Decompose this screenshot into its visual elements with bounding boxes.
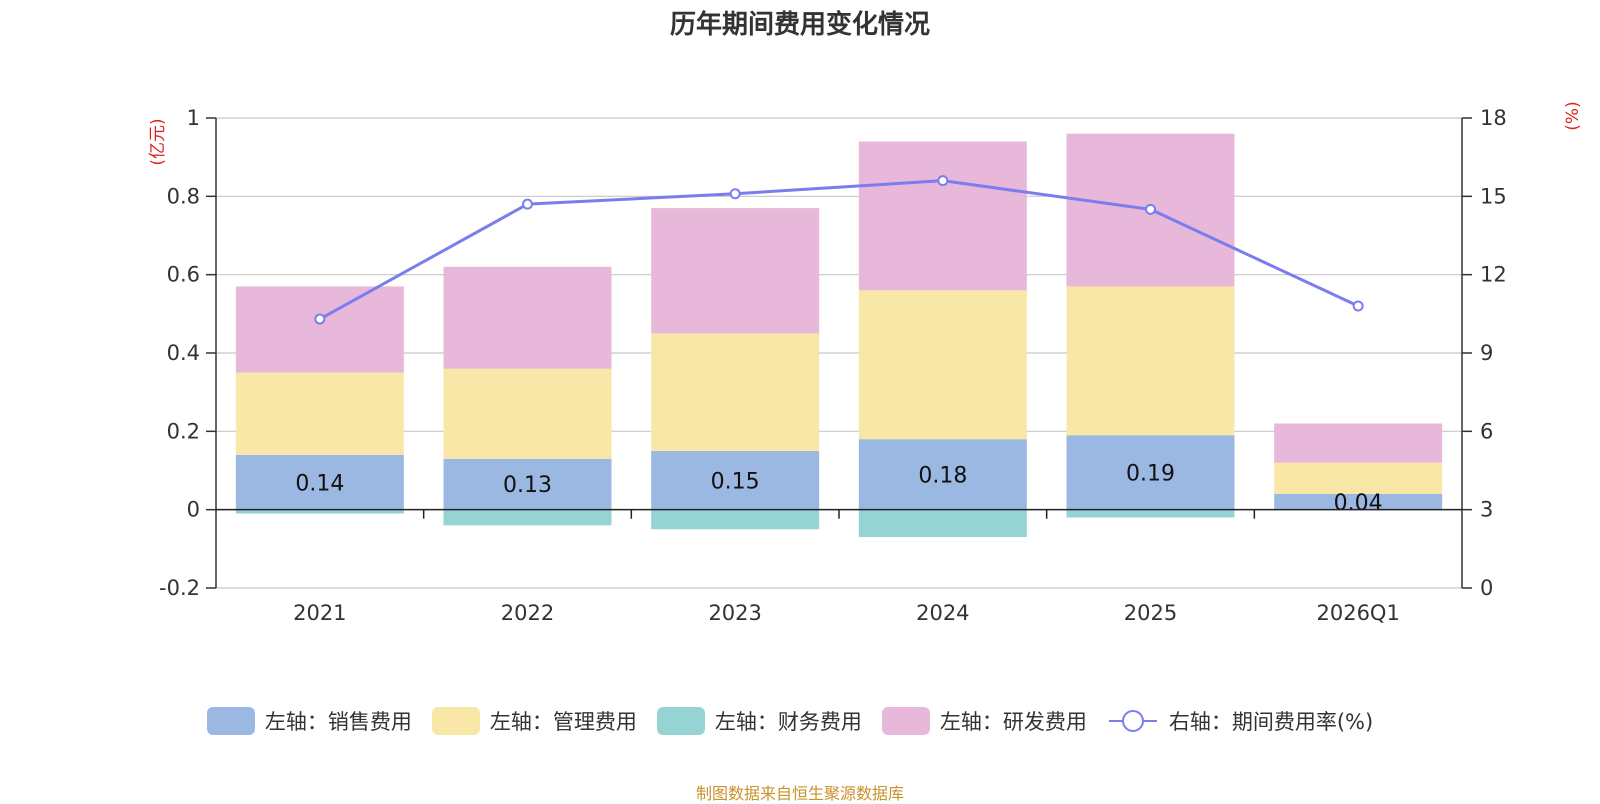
bar-sales-2025	[1066, 435, 1235, 510]
bar-label-sales-2025: 0.19	[1126, 461, 1175, 486]
legend-item-expense-rate[interactable]: 右轴：期间费用率(%)	[1107, 706, 1373, 736]
bar-finance-2021	[235, 509, 404, 514]
left-axis-tick-label-2: 0.2	[167, 419, 200, 443]
bar-finance-2024	[858, 509, 1027, 538]
bar-admin-2022	[443, 368, 612, 459]
bar-label-sales-2022: 0.13	[503, 473, 552, 498]
bar-admin-2024	[858, 290, 1027, 440]
left-axis-tick-label-4: 0.6	[167, 263, 200, 287]
right-axis-unit: (%)	[1563, 101, 1583, 130]
bar-label-sales-2023: 0.15	[711, 469, 760, 494]
line-point-2025	[1145, 203, 1156, 215]
right-axis-tick-label-4: 12	[1480, 263, 1507, 287]
bar-rd-2022	[443, 266, 612, 369]
line-point-2024	[937, 175, 949, 187]
x-axis-label-2022: 2022	[501, 601, 554, 625]
bar-admin-2026Q1	[1274, 462, 1443, 494]
legend-swatch-admin	[431, 707, 480, 735]
legend-label-admin: 左轴：管理费用	[489, 710, 637, 734]
source-footer: 制图数据来自恒生聚源数据库	[695, 784, 904, 803]
legend-item-admin[interactable]: 左轴：管理费用	[431, 706, 637, 736]
legend-label-finance: 左轴：财务费用	[714, 710, 862, 734]
bar-sales-2023	[651, 450, 820, 510]
x-axis-label-2021: 2021	[293, 601, 346, 625]
left-axis-tick-label-6: 1	[187, 106, 200, 130]
legend-label-sales: 左轴：销售费用	[264, 710, 412, 734]
bar-finance-2023	[651, 509, 820, 530]
bar-finance-2025	[1066, 509, 1235, 518]
bar-rd-2023	[651, 208, 820, 334]
right-axis-tick-label-3: 9	[1480, 341, 1493, 365]
bar-label-sales-2026Q1: 0.04	[1334, 491, 1383, 516]
legend-item-sales[interactable]: 左轴：销售费用	[206, 706, 412, 736]
legend-label-rd: 左轴：研发费用	[939, 710, 1087, 734]
legend-item-finance[interactable]: 左轴：财务费用	[656, 706, 862, 736]
bar-admin-2021	[235, 372, 404, 455]
chart-title: 历年期间费用变化情况	[669, 10, 930, 40]
bar-label-sales-2024: 0.18	[918, 463, 967, 488]
legend-item-rd[interactable]: 左轴：研发费用	[881, 706, 1087, 736]
legend-swatch-finance	[656, 707, 705, 735]
legend-swatch-sales	[206, 707, 255, 735]
bar-sales-2024	[858, 439, 1027, 510]
x-axis-label-2024: 2024	[916, 601, 969, 625]
bar-finance-2022	[443, 509, 612, 526]
left-axis-tick-label-5: 0.8	[167, 184, 200, 208]
left-axis-tick-label-3: 0.4	[167, 341, 200, 365]
legend-swatch-rd	[881, 707, 930, 735]
legend-line-marker-icon	[1108, 710, 1157, 732]
line-point-2022	[522, 198, 533, 210]
line-point-2023	[729, 188, 741, 200]
bar-sales-2022	[443, 458, 612, 510]
line-point-2021	[314, 313, 326, 325]
right-axis-tick-label-2: 6	[1480, 419, 1493, 443]
bar-sales-2021	[235, 454, 404, 510]
bar-admin-2025	[1066, 286, 1235, 436]
right-axis-tick-label-0: 0	[1480, 576, 1493, 600]
x-axis-label-2026Q1: 2026Q1	[1316, 601, 1399, 625]
legend: 左轴：销售费用 左轴：管理费用 左轴：财务费用 左轴：研发费用 右轴：期间费用率…	[0, 706, 1600, 736]
line-point-2026Q1	[1352, 300, 1364, 312]
bar-sales-2026Q1	[1274, 494, 1443, 510]
x-axis-label-2023: 2023	[708, 601, 761, 625]
legend-label-expense-rate: 右轴：期间费用率(%)	[1168, 710, 1374, 734]
bar-rd-2021	[235, 286, 404, 373]
bar-rd-2026Q1	[1274, 423, 1443, 463]
chart-canvas: 0.14 0.13 0.15 0.18 0.19 0.04 -0.2 0 0.2 0.4 0.6 0.…	[148, 101, 1583, 625]
left-axis-tick-label-1: 0	[187, 498, 200, 522]
right-axis-tick-label-5: 15	[1480, 184, 1507, 208]
left-axis-unit: (亿元)	[148, 118, 168, 165]
x-axis-label-2025: 2025	[1124, 601, 1177, 625]
line-expense-rate	[319, 179, 1359, 321]
bar-rd-2024	[858, 141, 1027, 291]
bar-admin-2023	[651, 333, 820, 451]
bar-label-sales-2021: 0.14	[295, 471, 344, 496]
right-axis-tick-label-1: 3	[1480, 498, 1493, 522]
right-axis-tick-label-6: 18	[1480, 106, 1507, 130]
left-axis-tick-label-0: -0.2	[159, 576, 200, 600]
